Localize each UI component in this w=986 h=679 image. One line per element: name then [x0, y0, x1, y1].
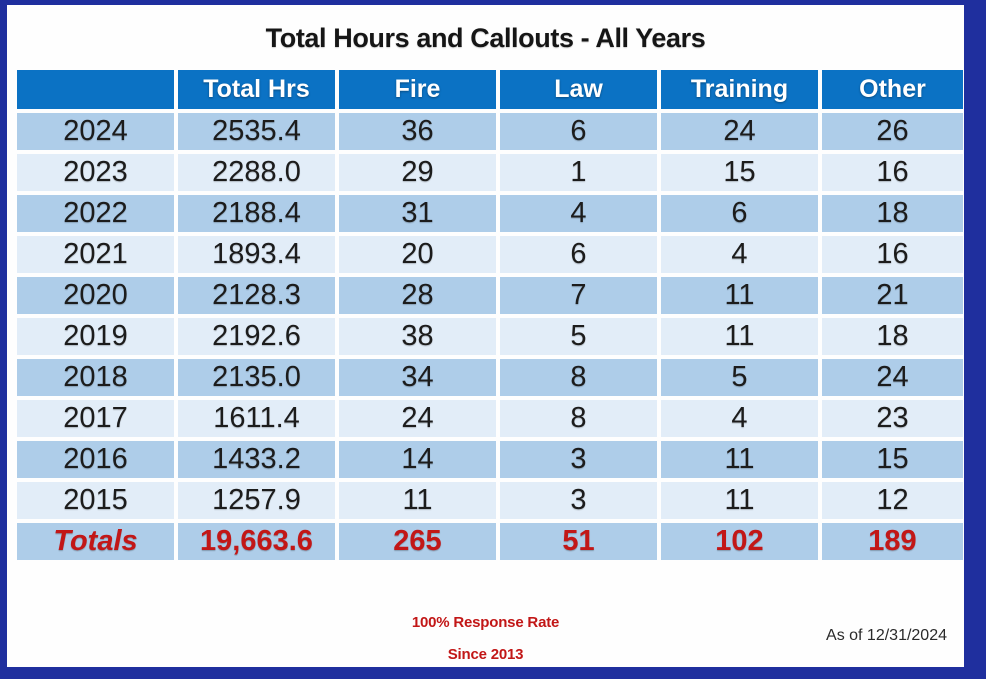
other-cell: 24: [822, 359, 963, 396]
since-note: Since 2013: [447, 646, 524, 663]
year-cell: 2016: [17, 441, 174, 478]
other-cell: 16: [822, 154, 963, 191]
total-hrs-cell: 2288.0: [178, 154, 335, 191]
law-cell: 6: [500, 113, 657, 150]
law-cell: 8: [500, 400, 657, 437]
table-row-2022: 2022 2188.4 31 4 6 18: [17, 195, 963, 232]
fire-cell: 29: [339, 154, 496, 191]
table-row-2019: 2019 2192.6 38 5 11 18: [17, 318, 963, 355]
table-row-2015: 2015 1257.9 11 3 11 12: [17, 482, 963, 519]
fire-cell: 24: [339, 400, 496, 437]
fire-cell: 20: [339, 236, 496, 273]
table-row-2021: 2021 1893.4 20 6 4 16: [17, 236, 963, 273]
year-cell: 2022: [17, 195, 174, 232]
totals-training: 102: [661, 523, 818, 560]
law-cell: 8: [500, 359, 657, 396]
year-cell: 2021: [17, 236, 174, 273]
fire-cell: 34: [339, 359, 496, 396]
other-cell: 12: [822, 482, 963, 519]
training-cell: 11: [661, 277, 818, 314]
response-rate-note: 100% Response Rate: [411, 614, 560, 631]
other-cell: 16: [822, 236, 963, 273]
year-cell: 2020: [17, 277, 174, 314]
table-row-2017: 2017 1611.4 24 8 4 23: [17, 400, 963, 437]
totals-fire: 265: [339, 523, 496, 560]
law-cell: 1: [500, 154, 657, 191]
year-cell: 2019: [17, 318, 174, 355]
total-hrs-cell: 1893.4: [178, 236, 335, 273]
training-cell: 11: [661, 318, 818, 355]
law-cell: 6: [500, 236, 657, 273]
totals-label: Totals: [17, 523, 174, 560]
hours-callouts-table: Total Hrs Fire Law Training Other 2024 2…: [13, 66, 967, 564]
training-cell: 6: [661, 195, 818, 232]
total-hrs-cell: 2192.6: [178, 318, 335, 355]
fire-cell: 31: [339, 195, 496, 232]
column-header-fire: Fire: [339, 70, 496, 109]
column-header-training: Training: [661, 70, 818, 109]
table-row-2023: 2023 2288.0 29 1 15 16: [17, 154, 963, 191]
total-hrs-cell: 2135.0: [178, 359, 335, 396]
total-hrs-cell: 1257.9: [178, 482, 335, 519]
column-header-total-hrs: Total Hrs: [178, 70, 335, 109]
other-cell: 15: [822, 441, 963, 478]
year-cell: 2015: [17, 482, 174, 519]
training-cell: 4: [661, 400, 818, 437]
year-cell: 2018: [17, 359, 174, 396]
column-header-year: [17, 70, 174, 109]
fire-cell: 38: [339, 318, 496, 355]
law-cell: 4: [500, 195, 657, 232]
training-cell: 24: [661, 113, 818, 150]
fire-cell: 36: [339, 113, 496, 150]
total-hrs-cell: 1611.4: [178, 400, 335, 437]
table-row-2020: 2020 2128.3 28 7 11 21: [17, 277, 963, 314]
column-header-other: Other: [822, 70, 963, 109]
totals-total-hrs: 19,663.6: [178, 523, 335, 560]
table-row-2024: 2024 2535.4 36 6 24 26: [17, 113, 963, 150]
slide-content: Total Hours and Callouts - All Years Tot…: [7, 5, 964, 667]
training-cell: 11: [661, 441, 818, 478]
page-title: Total Hours and Callouts - All Years: [265, 23, 706, 53]
other-cell: 18: [822, 195, 963, 232]
as-of-date: As of 12/31/2024: [826, 627, 947, 644]
year-cell: 2023: [17, 154, 174, 191]
other-cell: 23: [822, 400, 963, 437]
law-cell: 7: [500, 277, 657, 314]
table-header-row: Total Hrs Fire Law Training Other: [17, 70, 963, 109]
total-hrs-cell: 2188.4: [178, 195, 335, 232]
training-cell: 4: [661, 236, 818, 273]
year-cell: 2024: [17, 113, 174, 150]
total-hrs-cell: 2535.4: [178, 113, 335, 150]
totals-law: 51: [500, 523, 657, 560]
law-cell: 5: [500, 318, 657, 355]
total-hrs-cell: 1433.2: [178, 441, 335, 478]
total-hrs-cell: 2128.3: [178, 277, 335, 314]
fire-cell: 11: [339, 482, 496, 519]
other-cell: 21: [822, 277, 963, 314]
training-cell: 5: [661, 359, 818, 396]
fire-cell: 28: [339, 277, 496, 314]
law-cell: 3: [500, 482, 657, 519]
year-cell: 2017: [17, 400, 174, 437]
fire-cell: 14: [339, 441, 496, 478]
column-header-law: Law: [500, 70, 657, 109]
other-cell: 18: [822, 318, 963, 355]
table-row-totals: Totals 19,663.6 265 51 102 189: [17, 523, 963, 560]
law-cell: 3: [500, 441, 657, 478]
table-row-2016: 2016 1433.2 14 3 11 15: [17, 441, 963, 478]
training-cell: 15: [661, 154, 818, 191]
table-row-2018: 2018 2135.0 34 8 5 24: [17, 359, 963, 396]
other-cell: 26: [822, 113, 963, 150]
training-cell: 11: [661, 482, 818, 519]
totals-other: 189: [822, 523, 963, 560]
